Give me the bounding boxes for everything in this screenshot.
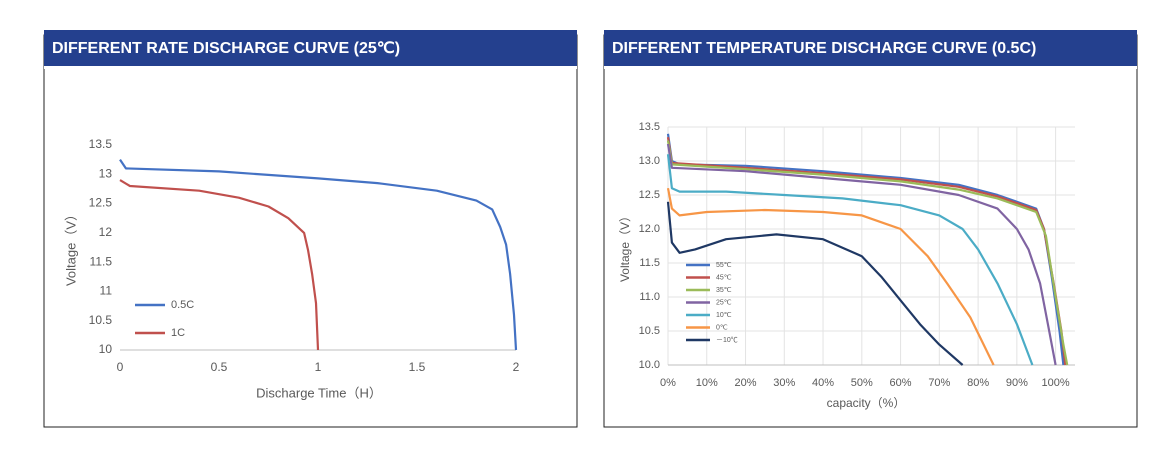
legend-label: 55℃ — [716, 262, 732, 269]
panel-header — [44, 30, 577, 66]
panel-border — [43, 34, 578, 428]
y-axis-title: Voltage（V） — [63, 208, 78, 286]
x-axis-title: capacity（%） — [827, 396, 906, 410]
x-tick-label: 30% — [773, 377, 795, 389]
x-tick-label: 80% — [967, 377, 989, 389]
y-tick-label: 11.5 — [639, 257, 660, 269]
x-tick-label: 0.5 — [211, 360, 228, 374]
y-tick-label: 12 — [99, 225, 113, 239]
x-tick-label: 2 — [513, 360, 520, 374]
y-tick-label: 10.5 — [639, 325, 660, 337]
panel-border — [603, 34, 1138, 428]
x-tick-label: 10% — [696, 377, 718, 389]
y-tick-label: 13 — [99, 166, 113, 180]
x-tick-label: 90% — [1006, 377, 1028, 389]
data-line — [119, 179, 320, 351]
data-line — [119, 158, 518, 351]
y-tick-label: 10 — [99, 342, 113, 356]
panel-header — [604, 30, 1137, 66]
y-tick-label: 12.0 — [639, 223, 660, 235]
y-axis-title: Voltage（V） — [618, 210, 632, 282]
x-tick-label: 60% — [890, 377, 912, 389]
y-tick-label: 13.0 — [639, 155, 660, 167]
legend-label: 25℃ — [716, 299, 732, 306]
x-tick-label: 100% — [1042, 377, 1070, 389]
legend-label: 0.5C — [171, 299, 194, 311]
y-tick-label: 12.5 — [89, 196, 113, 210]
data-line — [666, 201, 964, 366]
legend-label: －10℃ — [716, 336, 738, 344]
y-tick-label: 12.5 — [639, 189, 660, 201]
chart-title: DIFFERENT RATE DISCHARGE CURVE (25℃) — [52, 40, 400, 57]
x-tick-label: 0% — [660, 377, 676, 389]
x-tick-label: 20% — [735, 377, 757, 389]
data-line — [666, 140, 1069, 366]
legend-label: 35℃ — [716, 287, 732, 294]
y-tick-label: 10.0 — [639, 359, 660, 371]
x-axis-title: Discharge Time（H） — [256, 385, 382, 400]
x-tick-label: 0 — [117, 360, 124, 374]
x-tick-label: 50% — [851, 377, 873, 389]
legend-label: 1C — [171, 327, 185, 339]
header-gap — [44, 66, 577, 69]
y-tick-label: 11.0 — [639, 291, 660, 303]
y-tick-label: 13.5 — [639, 121, 660, 133]
x-tick-label: 70% — [928, 377, 950, 389]
chart-title: DIFFERENT TEMPERATURE DISCHARGE CURVE (0… — [612, 40, 1036, 57]
x-tick-label: 1 — [315, 360, 322, 374]
header-gap — [604, 66, 1137, 69]
legend-label: 10℃ — [716, 312, 732, 319]
legend-label: 45℃ — [716, 274, 732, 281]
y-tick-label: 10.5 — [89, 313, 113, 327]
data-line — [666, 154, 1034, 366]
legend-label: 0℃ — [716, 324, 728, 331]
x-tick-label: 1.5 — [409, 360, 426, 374]
y-tick-label: 11.5 — [90, 254, 113, 268]
data-line — [666, 187, 995, 366]
y-tick-label: 13.5 — [89, 137, 113, 151]
data-line — [666, 143, 1057, 366]
x-tick-label: 40% — [812, 377, 834, 389]
y-tick-label: 11 — [100, 284, 113, 298]
